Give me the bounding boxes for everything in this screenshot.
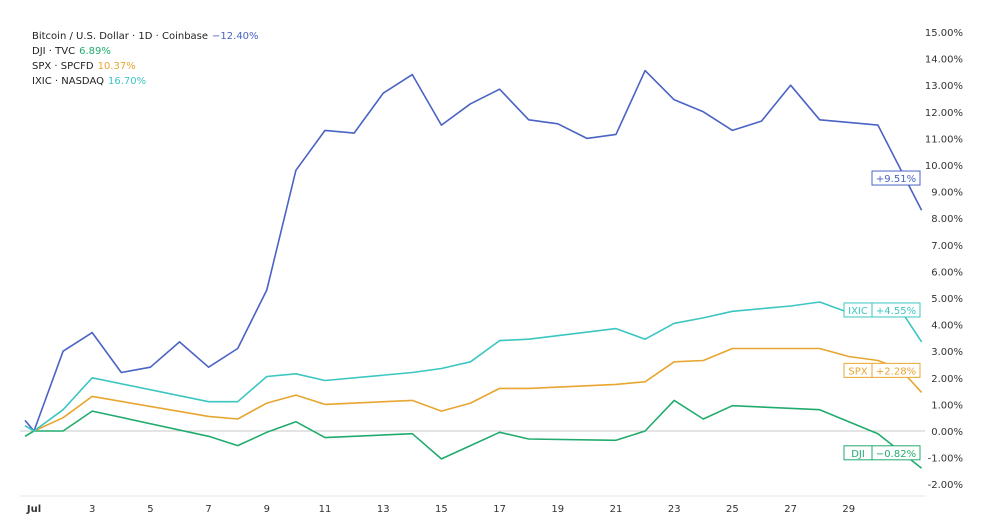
badge-value: −0.82%: [876, 449, 916, 460]
legend-label: DJI · TVC: [32, 46, 76, 57]
legend-item-btc[interactable]: Bitcoin / U.S. Dollar · 1D · Coinbase −12…: [32, 29, 259, 44]
x-tick-label: 9: [264, 504, 270, 515]
y-tick-label: 10.00%: [925, 161, 963, 172]
x-tick-label: 19: [551, 504, 564, 515]
legend-value: 16.70%: [108, 76, 147, 87]
y-tick-label: -1.00%: [928, 454, 963, 465]
x-tick-label: 11: [319, 504, 332, 515]
badge-value: +4.55%: [876, 306, 916, 317]
y-tick-label: 13.00%: [925, 81, 963, 92]
price-badge-1: DJI −0.82%: [843, 445, 921, 461]
legend-value: 10.37%: [97, 61, 136, 72]
y-tick-label: 7.00%: [931, 241, 963, 252]
x-tick-label: 29: [842, 504, 855, 515]
y-tick-label: 8.00%: [931, 214, 963, 225]
y-tick-label: 0.00%: [931, 427, 963, 438]
x-tick-label: 17: [493, 504, 506, 515]
y-tick-label: 2.00%: [931, 374, 963, 385]
y-tick-label: 14.00%: [925, 55, 963, 66]
legend-item-spx[interactable]: SPX · SPCFD 10.37%: [32, 59, 259, 74]
y-tick-label: 4.00%: [931, 321, 963, 332]
price-badge-2: SPX +2.28%: [843, 362, 921, 378]
legend-label: IXIC · NASDAQ: [32, 76, 104, 87]
x-tick-label: 21: [610, 504, 623, 515]
badge-symbol: SPX: [848, 366, 867, 377]
series-line-0: [24, 69, 923, 432]
x-tick-label: 27: [784, 504, 797, 515]
y-tick-label: 3.00%: [931, 347, 963, 358]
x-tick-label: 3: [89, 504, 95, 515]
y-tick-label: 9.00%: [931, 188, 963, 199]
price-badge-3: IXIC +4.55%: [843, 302, 921, 318]
y-tick-label: 11.00%: [925, 134, 963, 145]
series-line-2: [33, 347, 923, 432]
x-tick-label: 23: [668, 504, 681, 515]
legend-label: Bitcoin / U.S. Dollar · 1D · Coinbase: [32, 31, 209, 42]
badge-symbol: IXIC: [848, 306, 868, 317]
price-badge-0: +9.51%: [871, 170, 921, 186]
x-tick-label: 15: [435, 504, 448, 515]
badge-value: +2.28%: [876, 366, 916, 377]
legend-value: 6.89%: [79, 46, 111, 57]
legend: Bitcoin / U.S. Dollar · 1D · Coinbase −12…: [32, 29, 259, 89]
y-tick-label: 12.00%: [925, 108, 963, 119]
legend-value: −12.40%: [212, 31, 259, 42]
y-tick-label: 6.00%: [931, 267, 963, 278]
x-tick-label: 13: [377, 504, 390, 515]
legend-label: SPX · SPCFD: [32, 61, 94, 72]
x-tick-label: 7: [205, 504, 211, 515]
series-line-1: [24, 399, 923, 469]
x-tick-label: Jul: [26, 504, 41, 515]
series-line-3: [24, 301, 923, 432]
badge-symbol: DJI: [851, 449, 865, 460]
y-tick-label: 5.00%: [931, 294, 963, 305]
x-tick-label: 5: [147, 504, 153, 515]
x-tick-label: 25: [726, 504, 739, 515]
y-tick-label: 15.00%: [925, 28, 963, 39]
y-tick-label: -2.00%: [928, 480, 963, 491]
legend-item-ixic[interactable]: IXIC · NASDAQ 16.70%: [32, 74, 259, 89]
y-tick-label: 1.00%: [931, 400, 963, 411]
legend-item-dji[interactable]: DJI · TVC 6.89%: [32, 44, 259, 59]
badge-value: +9.51%: [876, 174, 916, 185]
